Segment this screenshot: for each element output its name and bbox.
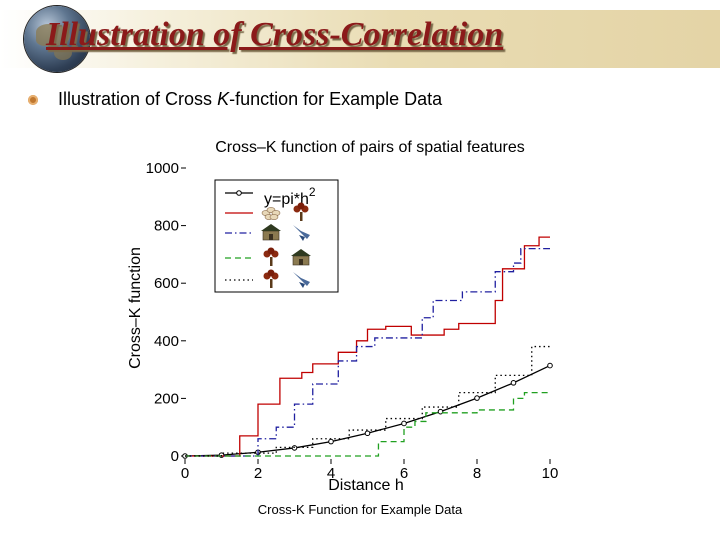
- bullet-text-part: Illustration of Cross: [58, 89, 218, 109]
- chart-title: Cross–K function of pairs of spatial fea…: [215, 139, 525, 156]
- x-tick-label: 4: [327, 465, 335, 482]
- legend: y=pi*h2: [214, 179, 339, 293]
- x-axis-label: Distance h: [328, 477, 404, 494]
- y-tick-label: 600: [154, 275, 179, 292]
- bullet-icon: [28, 95, 38, 105]
- bird-icon: [293, 272, 310, 288]
- tree-icon: [293, 202, 309, 221]
- y-tick-label: 200: [154, 390, 179, 407]
- series-point: [547, 362, 553, 369]
- axes: 0 2 4 6 8 10 0 200 400 600 800 1000: [146, 160, 559, 482]
- bullet-text: Illustration of Cross K-function for Exa…: [58, 89, 442, 110]
- y-tick-label: 0: [171, 448, 179, 465]
- legend-label: y=pi*h2: [264, 185, 316, 208]
- house-icon: [291, 249, 311, 266]
- x-tick-label: 10: [542, 465, 559, 482]
- series-point: [364, 430, 371, 437]
- series-line-3: [185, 391, 550, 457]
- series-point: [474, 395, 480, 401]
- x-tick-label: 2: [254, 465, 262, 482]
- y-tick-label: 800: [154, 218, 179, 235]
- bird-icon: [293, 225, 310, 241]
- y-axis-label: Cross–K function: [127, 247, 144, 369]
- tree-icon: [263, 247, 279, 266]
- slide-title: Illustration of Cross-Correlation: [46, 16, 504, 53]
- series-point: [328, 438, 334, 445]
- x-tick-label: 8: [473, 465, 481, 482]
- legend-label-superscript: 2: [309, 185, 316, 199]
- figure-caption: Cross-K Function for Example Data: [257, 502, 463, 517]
- x-tick-label: 6: [400, 465, 408, 482]
- series-point: [437, 408, 444, 415]
- y-tick-label: 1000: [146, 160, 179, 177]
- title-band: [0, 10, 720, 68]
- series-line-2: [185, 247, 550, 457]
- globe-icon: [24, 6, 90, 72]
- cross-k-chart: Cross–K function of pairs of spatial fea…: [127, 139, 559, 494]
- legend-label-text: y=pi*h: [264, 191, 309, 208]
- series-line-1: [185, 236, 550, 457]
- bullet-text-italic: K: [217, 89, 230, 109]
- flower-icon: [261, 207, 281, 220]
- tree-icon: [263, 269, 279, 288]
- y-tick-label: 400: [154, 333, 179, 350]
- series-line-4: [185, 345, 550, 457]
- series-layer: [182, 236, 553, 459]
- series-point: [401, 420, 407, 427]
- series-point: [510, 380, 517, 386]
- bullet-text-part: -function for Example Data: [229, 89, 443, 109]
- house-icon: [261, 224, 281, 241]
- x-tick-label: 0: [181, 465, 189, 482]
- legend-marker: [236, 190, 242, 196]
